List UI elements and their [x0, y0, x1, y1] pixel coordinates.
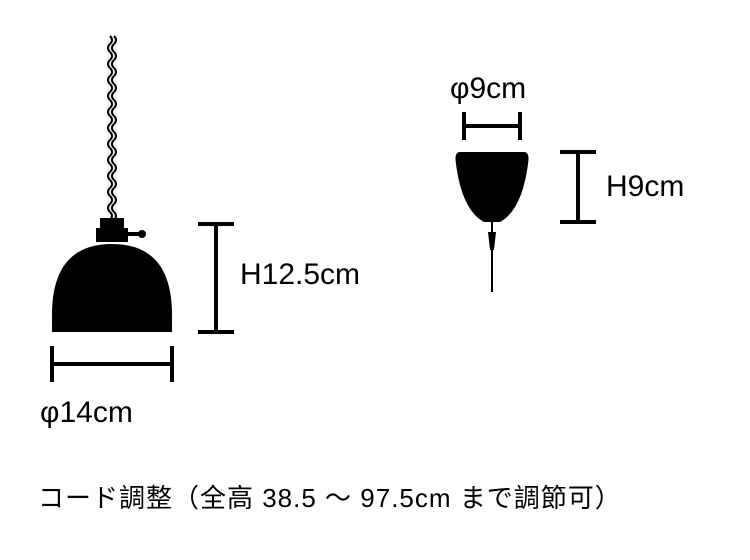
dimension-diagram: H12.5cm φ14cm φ9cm H9cm コード調整（全高 38.5 ～ …	[0, 0, 750, 560]
canopy-height-label: H9cm	[606, 170, 684, 204]
cord-adjustment-note: コード調整（全高 38.5 ～ 97.5cm まで調節可）	[38, 478, 622, 515]
canopy-diameter-label: φ9cm	[450, 72, 526, 106]
pendant-height-label: H12.5cm	[240, 258, 360, 292]
pendant-silhouette	[0, 0, 750, 560]
pendant-diameter-label: φ14cm	[40, 396, 133, 430]
